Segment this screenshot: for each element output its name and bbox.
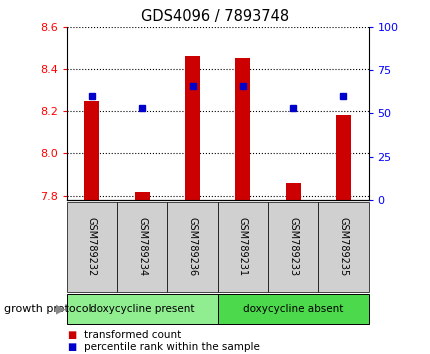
Text: GSM789233: GSM789233 xyxy=(287,217,298,276)
Text: GSM789236: GSM789236 xyxy=(187,217,197,276)
Text: doxycycline present: doxycycline present xyxy=(90,304,194,314)
Text: GDS4096 / 7893748: GDS4096 / 7893748 xyxy=(141,9,289,24)
Bar xyxy=(117,202,167,292)
Bar xyxy=(84,101,99,200)
Text: GSM789234: GSM789234 xyxy=(137,217,147,276)
Text: ▶: ▶ xyxy=(55,302,65,315)
Text: GSM789231: GSM789231 xyxy=(237,217,247,276)
Text: growth protocol: growth protocol xyxy=(4,304,92,314)
Text: transformed count: transformed count xyxy=(84,330,181,340)
Bar xyxy=(217,294,368,324)
Bar xyxy=(235,58,250,200)
Bar xyxy=(167,202,217,292)
Text: percentile rank within the sample: percentile rank within the sample xyxy=(84,342,259,352)
Bar xyxy=(67,294,217,324)
Bar xyxy=(134,192,149,200)
Bar xyxy=(67,202,117,292)
Text: GSM789235: GSM789235 xyxy=(338,217,347,276)
Text: doxycycline absent: doxycycline absent xyxy=(243,304,342,314)
Text: ■: ■ xyxy=(67,342,76,352)
Text: ■: ■ xyxy=(67,330,76,340)
Text: GSM789232: GSM789232 xyxy=(87,217,97,276)
Bar xyxy=(217,202,267,292)
Bar xyxy=(285,183,300,200)
Bar xyxy=(267,202,317,292)
Bar xyxy=(317,202,368,292)
Bar xyxy=(335,115,350,200)
Bar xyxy=(184,56,200,200)
